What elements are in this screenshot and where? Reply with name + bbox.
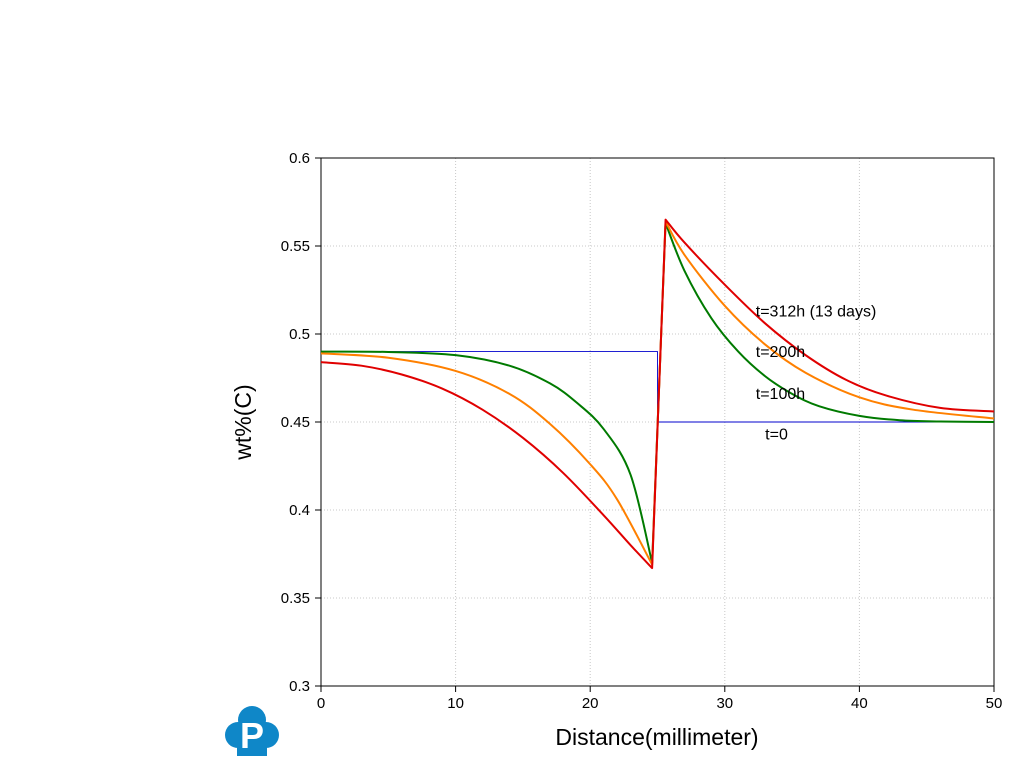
series-line-t-312h-13-days [320, 218, 995, 570]
x-tick-label: 20 [582, 695, 599, 712]
annotation-label: t=200h [756, 344, 805, 361]
x-tick-label: 50 [986, 695, 1003, 712]
logo-cloud-shape [225, 706, 279, 756]
x-tick-label: 0 [317, 695, 325, 712]
x-tick-label: 10 [447, 695, 464, 712]
x-tick-label: 30 [716, 695, 733, 712]
y-tick-label: 0.35 [281, 590, 310, 607]
y-tick-label: 0.55 [281, 238, 310, 255]
y-tick-label: 0.5 [289, 326, 310, 343]
logo-letter: P [240, 715, 264, 756]
y-axis-title: wt%(C) [230, 384, 256, 460]
annotation-layer: t=312h (13 days) t=200h t=100h t=0 [756, 303, 877, 443]
series-line-t-100h [320, 222, 995, 564]
y-tick-label: 0.3 [289, 678, 310, 695]
x-axis-title: Distance(millimeter) [555, 724, 758, 750]
annotation-label: t=100h [756, 386, 805, 403]
series-line-t-0 [321, 351, 994, 423]
annotation-label: t=0 [765, 427, 788, 444]
x-tick-label: 40 [851, 695, 868, 712]
series-layer [320, 218, 995, 570]
y-tick-label: 0.4 [289, 502, 310, 519]
company-logo: P [225, 706, 279, 756]
y-tick-label: 0.6 [289, 150, 310, 167]
axes-layer: 0 10 20 30 40 50 0.3 0.35 0.4 0.45 0.5 0.55 0.6 [281, 150, 1003, 712]
annotation-label: t=312h (13 days) [756, 303, 877, 320]
y-tick-label: 0.45 [281, 414, 310, 431]
